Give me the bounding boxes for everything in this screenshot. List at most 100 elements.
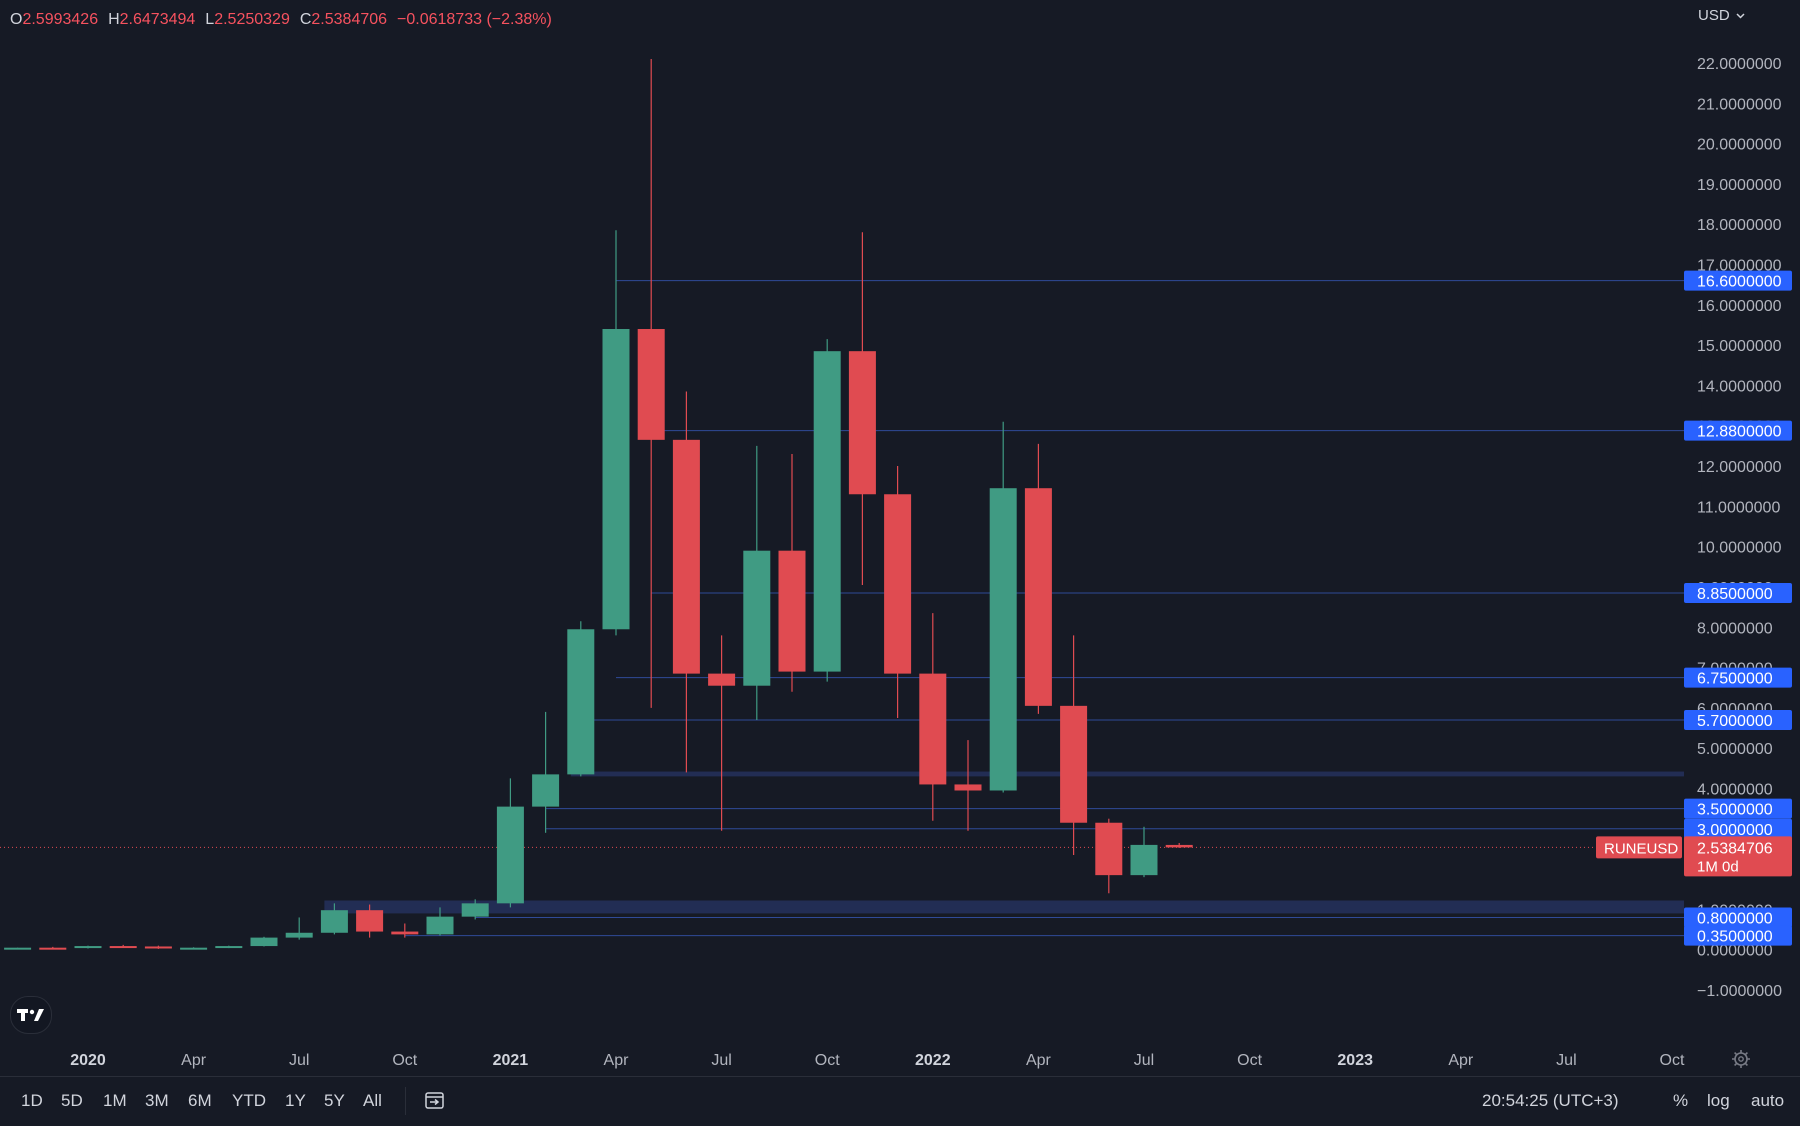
candle: [1130, 826, 1158, 878]
price-tick-label: 19.0000000: [1697, 177, 1782, 194]
range-1y-button[interactable]: 1Y: [285, 1091, 306, 1110]
candle: [743, 445, 771, 720]
price-tick-label: 5.0000000: [1697, 741, 1773, 758]
candle: [848, 232, 876, 585]
candle: [356, 904, 384, 938]
candle-body: [1024, 488, 1052, 706]
chevron-down-icon: [1736, 13, 1745, 19]
horizontal-levels: [0, 280, 1684, 937]
range-6m-button[interactable]: 6M: [188, 1091, 212, 1110]
range-5y-button[interactable]: 5Y: [324, 1091, 345, 1110]
countdown-label: 1M 0d: [1697, 858, 1739, 875]
level-price-label: 3.0000000: [1697, 822, 1773, 839]
time-tick-label: Oct: [1237, 1052, 1262, 1069]
candle-body: [250, 937, 278, 947]
time-tick-label: Jul: [289, 1052, 309, 1069]
price-tick-label: 17.0000000: [1697, 258, 1782, 275]
level-price-box: [1684, 818, 1792, 839]
candle-body: [602, 329, 630, 630]
change-value: −0.0618733 (−2.38%): [397, 11, 552, 28]
range-3m-button[interactable]: 3M: [145, 1091, 169, 1110]
time-tick-label: 2021: [493, 1052, 529, 1069]
candle-body: [39, 947, 67, 950]
time-tick-label: 2022: [915, 1052, 951, 1069]
high-value: 2.6473494: [119, 11, 196, 28]
candle: [778, 453, 806, 692]
candle-body: [1130, 844, 1158, 876]
candle-body: [4, 947, 32, 950]
candle-body: [532, 774, 560, 807]
log-toggle[interactable]: log: [1707, 1091, 1730, 1110]
ohlc-legend: O2.5993426 H2.6473494 L2.5250329 C2.5384…: [10, 11, 552, 29]
time-tick-label: Apr: [1448, 1052, 1474, 1069]
go-to-date-icon[interactable]: [424, 1090, 446, 1115]
time-axis[interactable]: 2020 Apr Jul Oct 2021 Apr Jul Oct 2022 Apr Jul Oct 2…: [70, 1052, 1685, 1069]
candle: [144, 945, 172, 949]
time-tick-label: Apr: [181, 1052, 207, 1069]
time-tick-label: 2020: [70, 1052, 106, 1069]
range-1d-button[interactable]: 1D: [21, 1091, 43, 1110]
gear-icon[interactable]: [1731, 1049, 1751, 1074]
range-all-button[interactable]: All: [363, 1091, 382, 1110]
candle-body: [1165, 844, 1193, 848]
level-price-label: 8.8500000: [1697, 586, 1773, 603]
level-price-box: [1684, 925, 1792, 946]
candle-body: [1095, 822, 1123, 876]
level-price-label: 0.3500000: [1697, 929, 1773, 946]
auto-toggle[interactable]: auto: [1751, 1091, 1785, 1110]
toolbar-divider: [405, 1087, 406, 1115]
last-price-box: [1684, 836, 1792, 877]
candle-body: [461, 903, 489, 917]
price-tick-label: 10.0000000: [1697, 540, 1782, 557]
currency-selector[interactable]: USD: [1698, 7, 1745, 24]
candle: [672, 391, 700, 773]
low-value: 2.5250329: [214, 11, 290, 28]
percent-toggle[interactable]: %: [1673, 1091, 1689, 1110]
candle: [1060, 635, 1088, 855]
candles: [4, 58, 1193, 950]
candle-body: [320, 910, 348, 933]
price-tick-label: 12.0000000: [1697, 459, 1782, 476]
candle: [74, 945, 102, 949]
candlestick-chart[interactable]: −1.00000000.00000001.00000002.00000003.0…: [0, 0, 1800, 1076]
candle: [884, 466, 912, 718]
candle: [708, 635, 736, 831]
candle-body: [989, 488, 1017, 791]
price-tick-label: 11.0000000: [1697, 499, 1780, 516]
time-tick-label: Oct: [1660, 1052, 1685, 1069]
candle: [250, 936, 278, 947]
time-tick-label: Jul: [1134, 1052, 1154, 1069]
candle-body: [144, 946, 172, 949]
range-1m-button[interactable]: 1M: [103, 1091, 127, 1110]
range-5d-button[interactable]: 5D: [61, 1091, 83, 1110]
time-tick-label: Apr: [604, 1052, 630, 1069]
candle-body: [637, 329, 665, 440]
range-ytd-button[interactable]: YTD: [232, 1091, 266, 1110]
candle-body: [919, 673, 947, 785]
candle: [602, 230, 630, 636]
price-tick-label: 4.0000000: [1697, 781, 1773, 798]
price-tick-label: 22.0000000: [1697, 56, 1782, 73]
candle: [1095, 818, 1123, 894]
time-tick-label: Apr: [1026, 1052, 1052, 1069]
candle: [215, 945, 243, 949]
level-price-box: [1684, 420, 1792, 441]
candle: [496, 778, 524, 908]
candle: [954, 740, 982, 831]
tradingview-logo[interactable]: [10, 996, 52, 1034]
candle: [320, 903, 348, 935]
price-tick-label: 20.0000000: [1697, 137, 1782, 154]
candle-body: [356, 910, 384, 932]
candle: [391, 923, 419, 938]
level-price-label: 6.7500000: [1697, 671, 1773, 688]
close-label: C: [299, 11, 312, 28]
candle-body: [567, 629, 595, 775]
clock-time[interactable]: 20:54:25 (UTC+3): [1482, 1091, 1619, 1110]
level-price-box: [1684, 907, 1792, 928]
time-tick-label: Oct: [815, 1052, 840, 1069]
time-tick-label: 2023: [1337, 1052, 1373, 1069]
level-price-label: 12.8800000: [1697, 424, 1782, 441]
candle-body: [778, 550, 806, 672]
candle: [180, 947, 208, 950]
candle-body: [215, 946, 243, 949]
